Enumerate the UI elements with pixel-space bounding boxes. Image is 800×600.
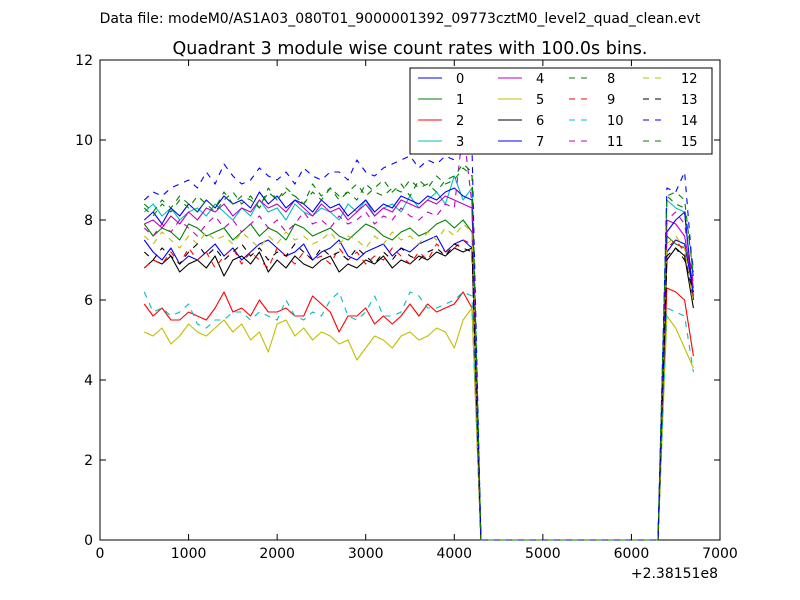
legend-label-9: 9 bbox=[607, 93, 615, 108]
series-line-8 bbox=[143, 167, 694, 541]
x-tick-label: 3000 bbox=[348, 546, 384, 562]
legend-label-2: 2 bbox=[456, 114, 464, 129]
series-line-10 bbox=[143, 291, 694, 541]
x-tick-label: 6000 bbox=[614, 546, 650, 562]
legend-frame bbox=[409, 67, 713, 155]
x-tick-label: 4000 bbox=[436, 546, 472, 562]
legend-label-15: 15 bbox=[681, 135, 698, 150]
legend-label-6: 6 bbox=[536, 114, 544, 129]
legend-label-11: 11 bbox=[607, 135, 624, 150]
legend-label-1: 1 bbox=[456, 93, 464, 108]
series-layer bbox=[143, 119, 694, 541]
legend-label-12: 12 bbox=[681, 72, 698, 87]
series-line-2 bbox=[143, 287, 694, 541]
series-line-1 bbox=[143, 219, 694, 541]
y-tick-label: 2 bbox=[84, 453, 93, 469]
series-line-0 bbox=[143, 235, 694, 541]
x-tick-label: 5000 bbox=[525, 546, 561, 562]
legend-label-0: 0 bbox=[456, 72, 464, 87]
x-tick-label: 1000 bbox=[171, 546, 207, 562]
y-tick-label: 12 bbox=[75, 53, 93, 69]
legend-label-13: 13 bbox=[681, 93, 698, 108]
series-line-9 bbox=[143, 239, 694, 541]
x-offset-label: +2.38151e8 bbox=[631, 566, 718, 582]
legend-label-5: 5 bbox=[536, 93, 544, 108]
series-line-7 bbox=[143, 187, 694, 541]
legend-label-10: 10 bbox=[607, 114, 624, 129]
legend-label-4: 4 bbox=[536, 72, 544, 87]
series-line-14 bbox=[143, 119, 694, 541]
series-line-4 bbox=[144, 195, 694, 541]
x-tick-label: 2000 bbox=[259, 546, 295, 562]
y-tick-label: 6 bbox=[84, 293, 93, 309]
series-line-11 bbox=[143, 127, 694, 541]
legend-label-8: 8 bbox=[607, 72, 615, 87]
y-tick-label: 10 bbox=[75, 133, 93, 149]
legend-label-3: 3 bbox=[456, 135, 464, 150]
series-line-6 bbox=[143, 247, 694, 541]
series-line-12 bbox=[143, 223, 694, 541]
figure-suptitle: Data file: modeM0/AS1A03_080T01_90000013… bbox=[100, 11, 701, 27]
legend-label-14: 14 bbox=[681, 114, 698, 129]
y-tick-label: 0 bbox=[84, 533, 93, 549]
x-tick-label: 0 bbox=[96, 546, 105, 562]
legend-label-7: 7 bbox=[536, 135, 544, 150]
series-line-5 bbox=[144, 307, 694, 541]
series-line-3 bbox=[143, 175, 694, 541]
chart-title: Quadrant 3 module wise count rates with … bbox=[173, 39, 648, 59]
y-tick-label: 4 bbox=[84, 373, 93, 389]
y-tick-label: 8 bbox=[84, 213, 93, 229]
series-line-13 bbox=[143, 243, 694, 541]
x-tick-label: 7000 bbox=[702, 546, 738, 562]
